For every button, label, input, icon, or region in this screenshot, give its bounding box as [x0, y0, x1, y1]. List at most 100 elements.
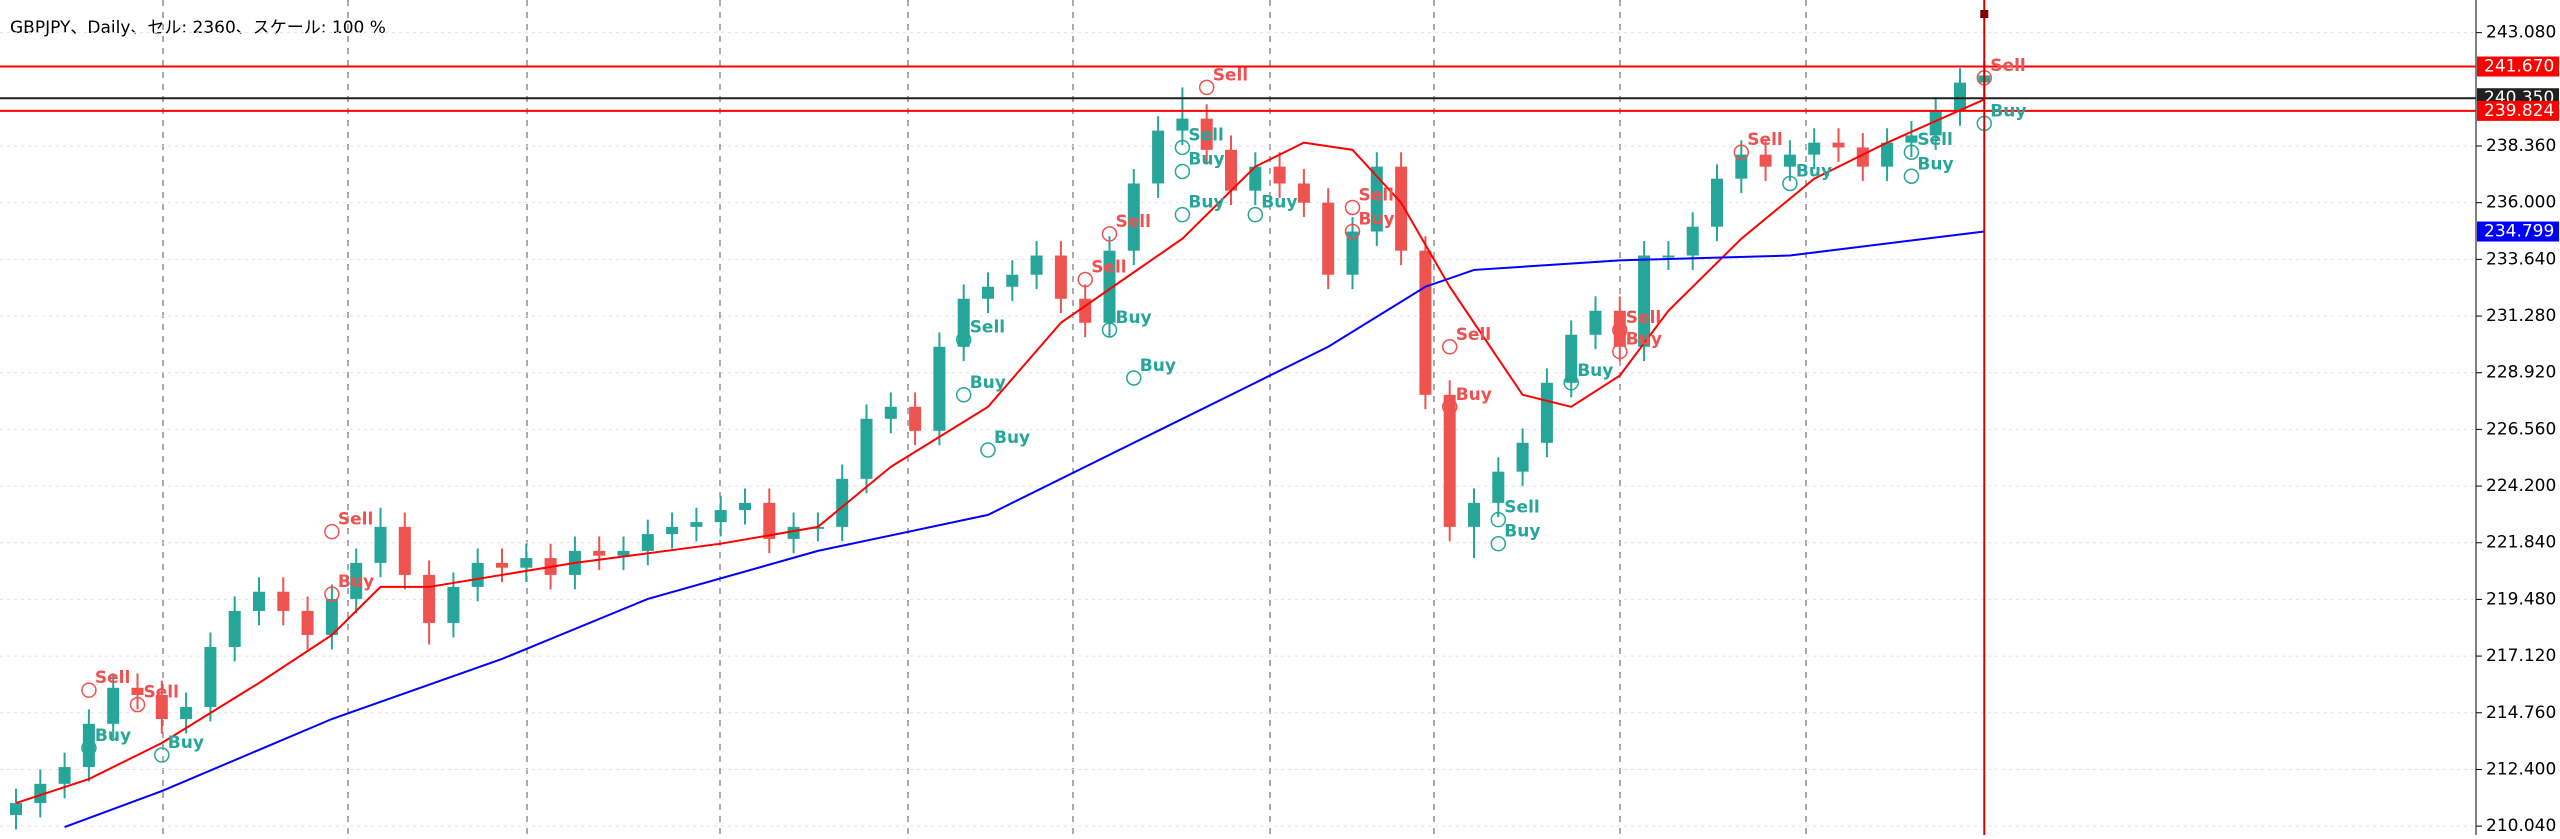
signal-label: Buy [1456, 385, 1492, 405]
candle-body [1322, 202, 1335, 275]
signal-circle [1612, 343, 1628, 360]
candle-body [301, 610, 314, 635]
candle-body [1370, 166, 1383, 232]
candle-body [1905, 135, 1918, 143]
candle-body [666, 526, 679, 535]
signal-label: Buy [1359, 209, 1395, 229]
candle-body [593, 550, 606, 556]
signal-circle [1198, 79, 1215, 96]
signal-label: Buy [1626, 330, 1662, 350]
candle-body [1297, 183, 1310, 203]
candle-body [228, 610, 241, 647]
candle-body [1638, 255, 1651, 347]
level-label-bg [2477, 56, 2559, 77]
candle-body [1516, 442, 1529, 472]
candle-body [1273, 166, 1286, 184]
candle-body [253, 591, 265, 611]
y-tick-label: 210.040 [2486, 816, 2556, 835]
candle-body [957, 298, 970, 347]
level-label: 239.824 [2484, 101, 2554, 121]
signal-circle [1101, 322, 1118, 338]
y-tick-label: 224.200 [2486, 476, 2556, 496]
signal-label: Buy [1188, 193, 1224, 213]
candle-body [1152, 130, 1165, 184]
signal-label: Buy [1796, 161, 1832, 181]
candle-body [1249, 166, 1262, 191]
candle-body [1565, 334, 1578, 383]
candle-body [1200, 118, 1213, 150]
signal-circle [129, 696, 146, 713]
level-label: 241.670 [2484, 57, 2554, 77]
candle-body [1540, 382, 1553, 443]
candle-body [325, 598, 338, 635]
price-label: 234.799 [2484, 222, 2554, 242]
signal-label: Buy [970, 373, 1006, 393]
signal-circle [1101, 226, 1118, 242]
signal-label: Sell [1188, 125, 1223, 145]
candle-body [1929, 111, 1942, 136]
y-tick-label: 212.400 [2486, 759, 2556, 779]
signal-circle [1903, 168, 1920, 185]
signal-circle [324, 523, 340, 540]
level-label-bg [2477, 100, 2559, 121]
candle-body [1954, 82, 1966, 112]
y-tick-label: 214.760 [2486, 703, 2556, 723]
candle-body [471, 562, 484, 587]
moving-average [64, 230, 1985, 829]
candle-body [496, 562, 508, 568]
y-tick-label: 219.480 [2486, 589, 2556, 609]
signal-label: Sell [95, 668, 130, 688]
signal-label: Sell [1747, 130, 1782, 150]
candle-body [374, 526, 387, 563]
candle-body [1832, 142, 1845, 148]
y-tick-label: 231.280 [2486, 306, 2556, 326]
signal-label: Buy [1990, 101, 2026, 121]
signal-label: Buy [1917, 154, 1953, 174]
signal-label: Sell [970, 318, 1005, 338]
signal-label: Sell [1116, 212, 1151, 232]
candle-body [447, 586, 460, 623]
candle-body [714, 510, 727, 523]
candle-body [641, 534, 654, 551]
candle-body [1881, 142, 1894, 167]
signal-circle [81, 682, 97, 698]
candle-body [933, 346, 946, 431]
signal-label: Buy [338, 572, 374, 592]
candle-body [884, 406, 897, 419]
candle-body [1443, 394, 1456, 527]
candle-body [1127, 183, 1140, 251]
signal-circle [1441, 399, 1458, 415]
candle-body [34, 783, 47, 804]
candle-body [204, 646, 217, 708]
candle-body [350, 562, 363, 599]
candle-body [107, 687, 120, 724]
candle-body [58, 767, 71, 784]
signal-circle [81, 740, 97, 756]
candle-body [1006, 274, 1019, 287]
signal-label: Buy [1116, 308, 1152, 328]
candle-body [763, 502, 776, 539]
candle-body [1225, 149, 1237, 191]
candle-body [1395, 166, 1408, 251]
candle-body [1030, 255, 1043, 275]
signal-label: Sell [338, 510, 373, 530]
signal-circle [1077, 271, 1093, 288]
candle-body [982, 286, 994, 299]
signal-label: Buy [1577, 361, 1613, 381]
candle-body [836, 478, 849, 527]
candle-body [1103, 250, 1116, 323]
signal-label: Buy [168, 733, 204, 753]
signal-circle [955, 331, 972, 348]
candle-body [1176, 118, 1189, 131]
signal-label: Buy [1504, 522, 1540, 542]
y-tick-label: 226.560 [2486, 419, 2556, 439]
signal-circle [1126, 370, 1142, 386]
y-tick-label: 236.000 [2486, 193, 2556, 213]
candle-body [1808, 142, 1821, 155]
signal-circle [324, 586, 340, 602]
signal-circle [1174, 163, 1191, 180]
signal-label: Sell [1359, 185, 1394, 205]
signal-circle [1563, 375, 1579, 391]
